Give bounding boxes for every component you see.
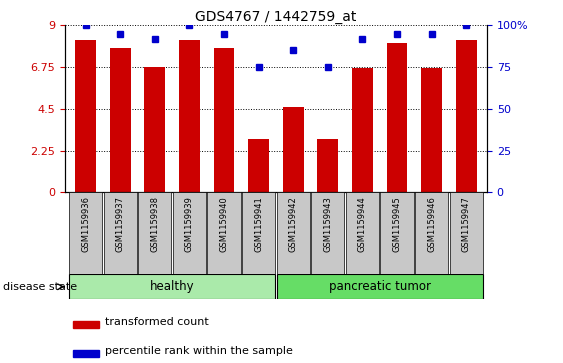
FancyBboxPatch shape bbox=[69, 274, 275, 299]
FancyBboxPatch shape bbox=[207, 192, 240, 274]
Bar bbox=[421, 68, 442, 192]
Bar bbox=[248, 139, 269, 192]
FancyBboxPatch shape bbox=[104, 192, 137, 274]
Text: disease state: disease state bbox=[3, 282, 77, 292]
FancyBboxPatch shape bbox=[311, 192, 345, 274]
Title: GDS4767 / 1442759_at: GDS4767 / 1442759_at bbox=[195, 11, 356, 24]
Bar bbox=[318, 139, 338, 192]
FancyBboxPatch shape bbox=[242, 192, 275, 274]
Bar bbox=[73, 321, 99, 328]
FancyBboxPatch shape bbox=[346, 192, 379, 274]
FancyBboxPatch shape bbox=[276, 192, 310, 274]
Bar bbox=[73, 350, 99, 356]
Text: GSM1159943: GSM1159943 bbox=[323, 196, 332, 252]
Bar bbox=[75, 40, 96, 192]
FancyBboxPatch shape bbox=[415, 192, 448, 274]
Text: GSM1159944: GSM1159944 bbox=[358, 196, 367, 252]
FancyBboxPatch shape bbox=[173, 192, 206, 274]
Text: GSM1159947: GSM1159947 bbox=[462, 196, 471, 252]
Bar bbox=[283, 107, 303, 192]
FancyBboxPatch shape bbox=[381, 192, 414, 274]
Bar bbox=[352, 68, 373, 192]
Text: GSM1159946: GSM1159946 bbox=[427, 196, 436, 252]
Bar bbox=[387, 43, 408, 192]
Bar bbox=[213, 48, 234, 192]
Text: percentile rank within the sample: percentile rank within the sample bbox=[105, 346, 293, 356]
Text: GSM1159937: GSM1159937 bbox=[115, 196, 124, 253]
Text: healthy: healthy bbox=[150, 280, 194, 293]
FancyBboxPatch shape bbox=[450, 192, 483, 274]
Bar bbox=[179, 40, 200, 192]
Bar bbox=[144, 67, 165, 192]
Text: GSM1159945: GSM1159945 bbox=[392, 196, 401, 252]
FancyBboxPatch shape bbox=[276, 274, 483, 299]
Text: GSM1159942: GSM1159942 bbox=[289, 196, 298, 252]
Text: transformed count: transformed count bbox=[105, 317, 209, 327]
Text: GSM1159940: GSM1159940 bbox=[220, 196, 229, 252]
Text: GSM1159938: GSM1159938 bbox=[150, 196, 159, 253]
Text: pancreatic tumor: pancreatic tumor bbox=[329, 280, 431, 293]
FancyBboxPatch shape bbox=[69, 192, 102, 274]
Text: GSM1159936: GSM1159936 bbox=[81, 196, 90, 253]
FancyBboxPatch shape bbox=[138, 192, 171, 274]
Text: GSM1159941: GSM1159941 bbox=[254, 196, 263, 252]
Bar bbox=[110, 48, 131, 192]
Bar bbox=[456, 40, 477, 192]
Text: GSM1159939: GSM1159939 bbox=[185, 196, 194, 252]
